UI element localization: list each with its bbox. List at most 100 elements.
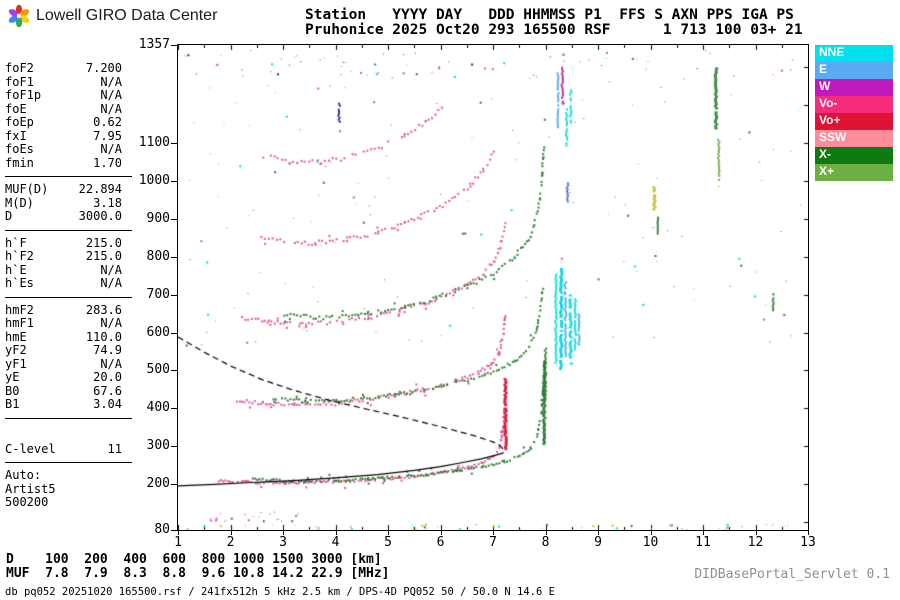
legend-item-vo-: Vo-	[815, 96, 893, 113]
param-row-ye: yE 20.0	[5, 370, 122, 385]
param-row-h-f2: h`F2 215.0	[5, 249, 122, 264]
param-row-hme: hmE 110.0	[5, 329, 122, 345]
param-label: foEs	[5, 142, 34, 156]
x-tick-mark	[388, 531, 389, 535]
param-label: h`F	[5, 235, 27, 250]
y-tick-mark	[171, 370, 177, 371]
param-value: 7.95	[93, 128, 122, 143]
param-value: 110.0	[85, 329, 122, 344]
param-label: foEp	[5, 115, 34, 129]
x-tick-mark	[546, 531, 547, 535]
param-value: 22.894	[78, 182, 122, 196]
param-group: hmF2 283.6 hmF1 N/A hmE 110.0 yF2 74.9 yF1 N/A yE 2…	[5, 302, 135, 412]
param-label: fmin	[5, 155, 34, 170]
x-tick-mark	[651, 531, 652, 535]
legend-item-ssw: SSW	[815, 130, 893, 147]
echo-direction-legend: NNE E W Vo- Vo+ SSW X- X+	[815, 45, 893, 181]
param-group: foF2 7.200 foF1 N/A foF1p N/A foE N/A foEp 0.62 fx…	[5, 61, 135, 171]
panel-divider	[5, 417, 132, 419]
x-tick-mark	[703, 531, 704, 535]
param-group: h`F 215.0 h`F2 215.0 h`E N/A h`Es N/A	[5, 235, 135, 291]
muf-scale-row: MUF 7.8 7.9 8.3 8.8 9.6 10.8 14.2 22.9 […	[6, 566, 390, 581]
legend-item-x-: X+	[815, 164, 893, 181]
param-label: hmF1	[5, 316, 34, 330]
param-value: N/A	[100, 142, 122, 156]
param-value: N/A	[100, 316, 122, 330]
y-tick-label: 400	[146, 400, 170, 416]
x-tick-label: 8	[541, 535, 550, 550]
param-row-foep: foEp 0.62	[5, 115, 122, 130]
parameter-panel: foF2 7.200 foF1 N/A foF1p N/A foE N/A foEp 0.62 fx…	[5, 61, 135, 510]
param-value: 7.200	[85, 61, 122, 75]
panel-divider	[5, 462, 132, 463]
param-label: h`Es	[5, 276, 34, 290]
x-tick-label: 9	[594, 535, 602, 550]
x-tick-mark	[808, 531, 809, 535]
auto-info-line: 500200	[5, 495, 49, 509]
param-value: N/A	[100, 88, 122, 102]
x-tick-mark	[441, 531, 442, 535]
param-value: 74.9	[93, 343, 122, 357]
y-tick-label: 900	[146, 210, 170, 226]
param-row-foe: foE N/A	[5, 101, 122, 117]
param-row-fof1: foF1 N/A	[5, 74, 122, 90]
x-tick-mark	[493, 531, 494, 535]
param-label: h`F2	[5, 249, 34, 263]
param-row-fmin: fmin 1.70	[5, 155, 122, 171]
param-row-muf-d-: MUF(D) 22.894	[5, 182, 122, 197]
param-value: N/A	[100, 101, 122, 116]
param-label: h`E	[5, 262, 27, 277]
param-label: foF2	[5, 61, 34, 75]
y-tick-label: 1100	[138, 134, 170, 150]
x-tick-mark	[178, 531, 179, 535]
param-value: N/A	[100, 74, 122, 89]
x-tick-label: 3	[279, 535, 287, 550]
param-label: B0	[5, 383, 20, 398]
panel-divider	[5, 229, 132, 231]
param-label: hmF2	[5, 302, 34, 317]
x-tick-label: 1	[174, 535, 182, 550]
x-tick-label: 10	[642, 535, 659, 550]
y-tick-label: 700	[146, 286, 170, 302]
x-tick-label: 6	[436, 535, 445, 550]
y-tick-mark	[171, 530, 177, 531]
param-label: foF1	[5, 74, 34, 89]
param-row-b0: B0 67.6	[5, 383, 122, 399]
legend-item-vo-: Vo+	[815, 113, 893, 130]
param-label: yE	[5, 370, 20, 384]
y-tick-mark	[171, 181, 177, 182]
y-tick-mark	[171, 333, 177, 334]
param-value: N/A	[100, 262, 122, 277]
param-row-h-e: h`E N/A	[5, 262, 122, 278]
x-tick-mark	[283, 531, 284, 535]
param-label: MUF(D)	[5, 182, 49, 196]
panel-divider	[5, 176, 132, 177]
param-row-c-level: C-level 11	[5, 442, 122, 457]
legend-item-x-: X-	[815, 147, 893, 164]
y-tick-label: 300	[146, 438, 170, 454]
param-value: 215.0	[85, 235, 122, 250]
y-tick-label: 1357	[138, 37, 170, 52]
param-value: 20.0	[93, 370, 122, 384]
auto-scaler-info: Auto: Artist5 500200	[5, 468, 135, 510]
legend-item-w: W	[815, 79, 893, 96]
x-tick-label: 11	[695, 535, 711, 550]
y-tick-label: 600	[146, 324, 170, 340]
param-row-h-f: h`F 215.0	[5, 235, 122, 251]
param-label: foE	[5, 101, 27, 116]
param-value: 215.0	[85, 249, 122, 263]
param-value: 0.62	[93, 115, 122, 129]
param-group: C-level 11	[5, 442, 135, 457]
giro-logo-icon	[8, 4, 30, 28]
y-tick-mark	[171, 295, 177, 296]
y-tick-mark	[171, 446, 177, 447]
servlet-watermark: DIDBasePortal_Servlet 0.1	[694, 567, 890, 582]
param-row-foes: foEs N/A	[5, 142, 122, 157]
station-header-values: Pruhonice 2025 Oct20 293 165500 RSF 1 71…	[305, 22, 803, 38]
y-tick-label: 800	[146, 248, 170, 264]
station-header-labels: Station YYYY DAY DDD HHMMSS P1 FFS S AXN…	[305, 7, 794, 23]
param-value: 67.6	[93, 383, 122, 398]
param-value: 3.18	[93, 195, 122, 210]
auto-info-line: Auto:	[5, 468, 42, 482]
